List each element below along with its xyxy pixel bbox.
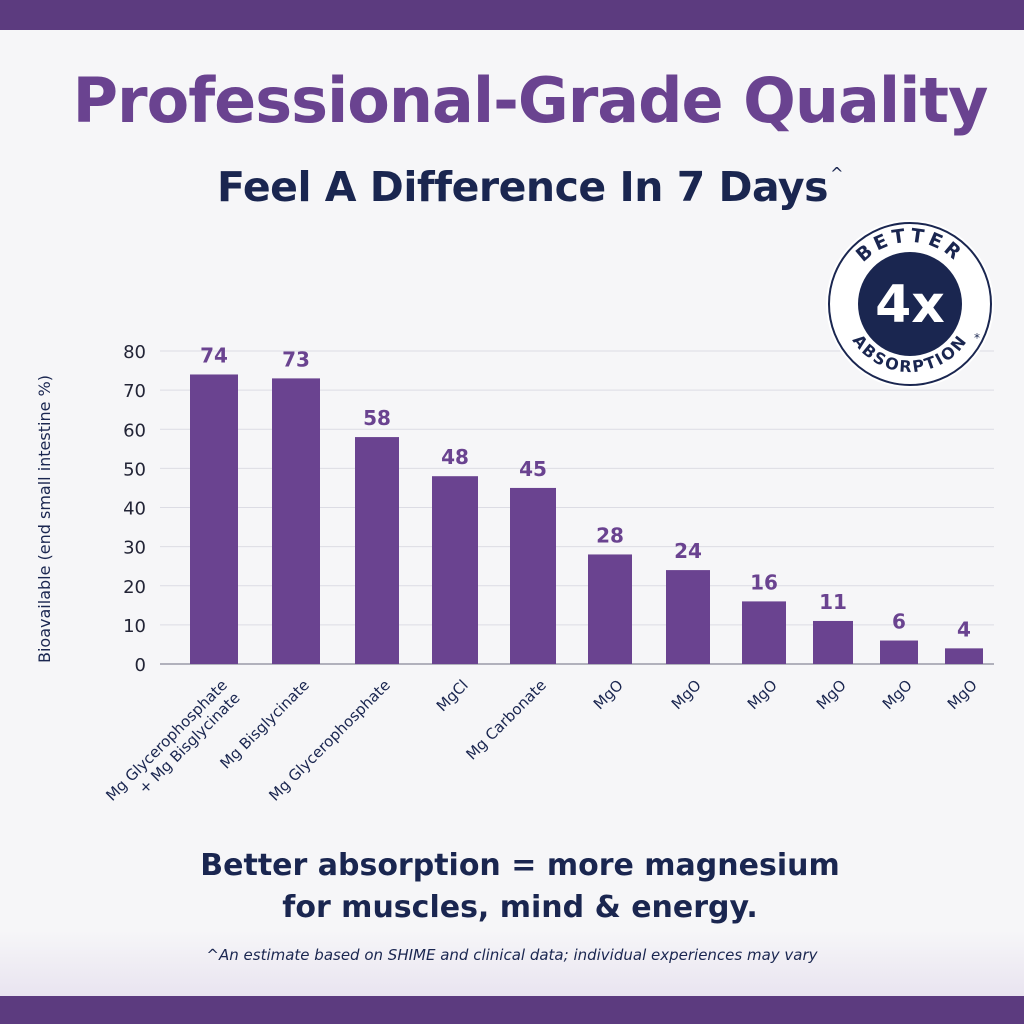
data-label: 58 bbox=[363, 406, 391, 430]
x-tick-label-line: MgCl bbox=[433, 676, 472, 715]
y-tick-label: 80 bbox=[123, 342, 146, 363]
x-tick-label: MgO bbox=[668, 676, 705, 713]
x-tick-label-line: Mg Glycerophosphate bbox=[102, 676, 231, 805]
bar bbox=[880, 640, 918, 664]
tagline-line-2: for muscles, mind & energy. bbox=[282, 890, 758, 925]
bar bbox=[355, 437, 399, 664]
y-tick-label: 70 bbox=[123, 381, 146, 402]
bar bbox=[813, 620, 853, 664]
y-tick-label: 50 bbox=[123, 459, 146, 480]
bar bbox=[588, 554, 632, 664]
subtitle-text: Feel A Difference In 7 Days bbox=[217, 163, 829, 211]
bar bbox=[742, 601, 786, 664]
data-label: 16 bbox=[750, 570, 778, 594]
data-label: 48 bbox=[441, 445, 469, 469]
y-tick-label: 10 bbox=[123, 616, 146, 637]
y-axis-label: Bioavailable (end small intestine %) bbox=[35, 375, 54, 663]
top-border-band bbox=[0, 0, 1024, 30]
y-tick-label: 60 bbox=[123, 420, 146, 441]
bar bbox=[666, 570, 710, 664]
y-tick-label: 20 bbox=[123, 577, 146, 598]
y-tick-label: 40 bbox=[123, 499, 146, 520]
badge-outer-stroke bbox=[828, 222, 992, 386]
tagline-line-1: Better absorption = more magnesium bbox=[200, 848, 840, 883]
bar bbox=[510, 487, 556, 664]
y-tick-label: 30 bbox=[123, 538, 146, 559]
page-subtitle: Feel A Difference In 7 Days ^ bbox=[0, 163, 1024, 211]
badge-value: 4x bbox=[875, 275, 945, 335]
subtitle-footnote-mark: ^ bbox=[830, 164, 843, 183]
bottom-border-band bbox=[0, 996, 1024, 1024]
bar bbox=[432, 476, 478, 664]
data-label: 28 bbox=[596, 523, 624, 547]
bottom-fade bbox=[0, 930, 1024, 996]
x-tick-label: MgO bbox=[944, 676, 981, 713]
y-tick-label: 0 bbox=[135, 655, 146, 676]
x-tick-label: MgO bbox=[744, 676, 781, 713]
bar bbox=[272, 378, 320, 664]
x-tick-label: MgO bbox=[813, 676, 850, 713]
data-label: 4 bbox=[957, 617, 971, 641]
absorption-seal-icon: BETTER ABSORPTION * 4x bbox=[826, 220, 994, 388]
data-label: 11 bbox=[819, 590, 847, 614]
footnote: ^An estimate based on SHIME and clinical… bbox=[206, 946, 818, 964]
x-tick-label: Mg Carbonate bbox=[462, 676, 549, 763]
x-tick-label-line: MgO bbox=[944, 676, 981, 713]
badge-inner-disc bbox=[858, 252, 962, 356]
x-tick-label: MgO bbox=[879, 676, 916, 713]
data-label: 74 bbox=[200, 343, 228, 367]
bar bbox=[945, 648, 983, 664]
page-title: Professional-Grade Quality bbox=[72, 64, 989, 137]
x-tick-label-line: MgO bbox=[668, 676, 705, 713]
data-label: 6 bbox=[892, 610, 906, 634]
data-label: 45 bbox=[519, 457, 547, 481]
x-tick-label: Mg Glycerophosphate+ Mg Bisglycinate bbox=[102, 676, 243, 817]
badge-mark: * bbox=[974, 331, 980, 345]
x-tick-label-line: Mg Carbonate bbox=[462, 676, 549, 763]
x-tick-label-line: MgO bbox=[813, 676, 850, 713]
x-tick-label-line: MgO bbox=[744, 676, 781, 713]
bar bbox=[190, 374, 238, 664]
x-tick-label: MgCl bbox=[433, 676, 472, 715]
x-tick-label: MgO bbox=[590, 676, 627, 713]
x-tick-label-line: MgO bbox=[590, 676, 627, 713]
data-label: 73 bbox=[282, 347, 310, 371]
data-label: 24 bbox=[674, 539, 702, 563]
x-tick-label-line: MgO bbox=[879, 676, 916, 713]
